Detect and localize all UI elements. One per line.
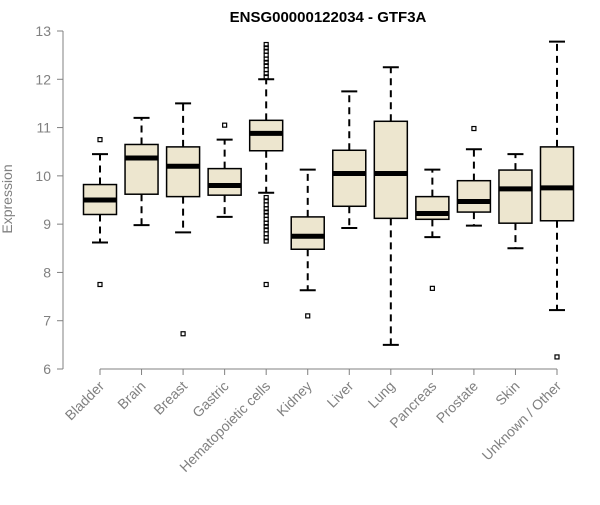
outlier-point — [222, 122, 228, 128]
x-tick-label: Unknown / Other — [479, 378, 565, 464]
outlier-point — [471, 125, 477, 132]
x-tick-label: Skin — [492, 378, 523, 409]
box-skin — [498, 153, 533, 250]
box-kidney — [290, 168, 325, 319]
iqr-box — [539, 146, 575, 222]
y-tick-label: 12 — [35, 71, 51, 87]
outlier-point — [263, 194, 269, 201]
outlier-point — [263, 223, 269, 230]
outlier-point — [305, 313, 311, 319]
outlier-point — [554, 354, 560, 360]
iqr-box — [373, 120, 409, 220]
y-axis-label: Expression — [0, 164, 15, 233]
box-prostate — [456, 125, 492, 227]
y-tick-label: 13 — [35, 23, 51, 39]
outlier-point — [263, 227, 269, 233]
outlier-point — [263, 212, 269, 219]
y-tick-label: 9 — [43, 216, 51, 232]
outlier-point — [263, 45, 269, 51]
outlier-point — [263, 63, 269, 69]
outlier-point — [263, 59, 269, 65]
box-hematopoietic-cells — [248, 41, 284, 288]
outlier-point — [263, 41, 269, 48]
box-brain — [124, 116, 159, 227]
iqr-box — [207, 167, 242, 196]
outlier-point — [180, 331, 186, 337]
iqr-box — [332, 149, 367, 208]
outlier-point — [97, 281, 103, 288]
y-tick-label: 10 — [35, 168, 51, 184]
outlier-point — [263, 74, 269, 80]
outlier-point — [263, 48, 269, 54]
outlier-point — [97, 137, 103, 143]
box-unknown-other — [539, 40, 575, 360]
box-gastric — [207, 122, 242, 218]
iqr-box — [165, 146, 201, 198]
x-tick-label: Brain — [114, 378, 148, 412]
y-tick-label: 8 — [43, 264, 51, 280]
outlier-point — [263, 281, 269, 288]
x-tick-label: Prostate — [433, 378, 481, 426]
iqr-box — [498, 169, 533, 224]
x-tick-label: Kidney — [273, 378, 315, 420]
y-tick-label: 11 — [36, 120, 51, 136]
box-liver — [332, 90, 367, 230]
iqr-box — [124, 143, 159, 195]
outlier-point — [263, 209, 269, 215]
outlier-point — [429, 285, 435, 291]
iqr-box — [290, 216, 325, 251]
x-tick-label: Liver — [324, 378, 357, 411]
y-tick-label: 7 — [43, 313, 51, 329]
iqr-box — [456, 179, 492, 213]
x-tick-label: Bladder — [62, 378, 108, 424]
boxes-group — [82, 40, 575, 360]
box-pancreas — [415, 168, 450, 291]
box-bladder — [82, 137, 118, 288]
chart-title: ENSG00000122034 - GTF3A — [230, 9, 427, 26]
outlier-point — [263, 238, 269, 244]
y-tick-label: 6 — [43, 361, 51, 377]
axes: 6 7 8 9 10 11 12 13 — [35, 23, 558, 377]
box-breast — [165, 102, 201, 337]
outlier-point — [263, 198, 269, 204]
box-lung — [373, 66, 409, 346]
x-tick-label: Breast — [150, 378, 190, 418]
x-tick-label: Lung — [365, 378, 398, 411]
